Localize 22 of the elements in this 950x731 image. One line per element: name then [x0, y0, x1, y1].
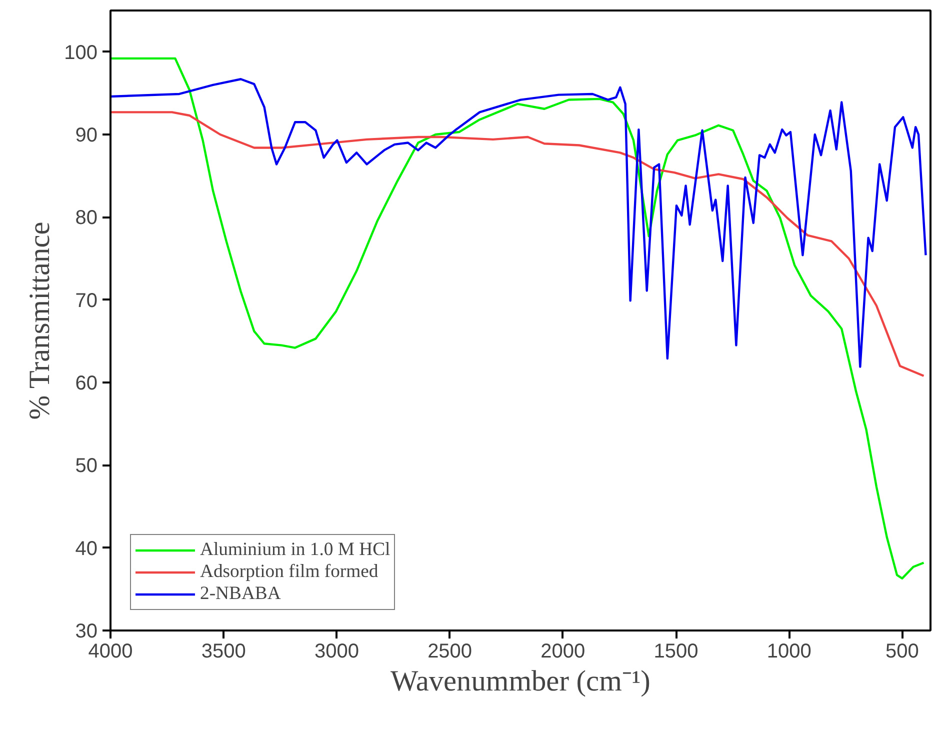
y-tick-label: 60 — [75, 372, 98, 394]
legend-label: 2-NBABA — [200, 583, 281, 605]
x-tick-label: 1000 — [766, 640, 812, 662]
y-axis-title: % Transmittance — [24, 222, 56, 420]
y-tick-label: 70 — [75, 290, 98, 312]
line-series — [110, 57, 925, 580]
legend-label: Aluminium in 1.0 M HCl — [200, 539, 390, 561]
x-tick-label: 2500 — [428, 640, 472, 662]
x-tick-label: 2000 — [540, 640, 586, 662]
x-tick-label: 500 — [886, 640, 919, 662]
x-tick-label: 3500 — [201, 640, 246, 662]
y-tick-label: 40 — [75, 538, 98, 560]
legend-label: Adsorption film formed — [200, 561, 378, 583]
y-tick-label: 90 — [75, 124, 98, 146]
x-tick-label: 3000 — [314, 640, 359, 662]
x-axis-title: Wavenummber (cm⁻¹) — [390, 666, 650, 698]
x-tick-label: 1500 — [654, 640, 698, 662]
y-tick-label: 80 — [75, 207, 98, 230]
y-tick-label: 100 — [64, 42, 98, 64]
y-tick-label: 50 — [75, 455, 98, 478]
x-tick-label: 4000 — [88, 640, 133, 662]
y-tick-label: 30 — [75, 620, 98, 642]
